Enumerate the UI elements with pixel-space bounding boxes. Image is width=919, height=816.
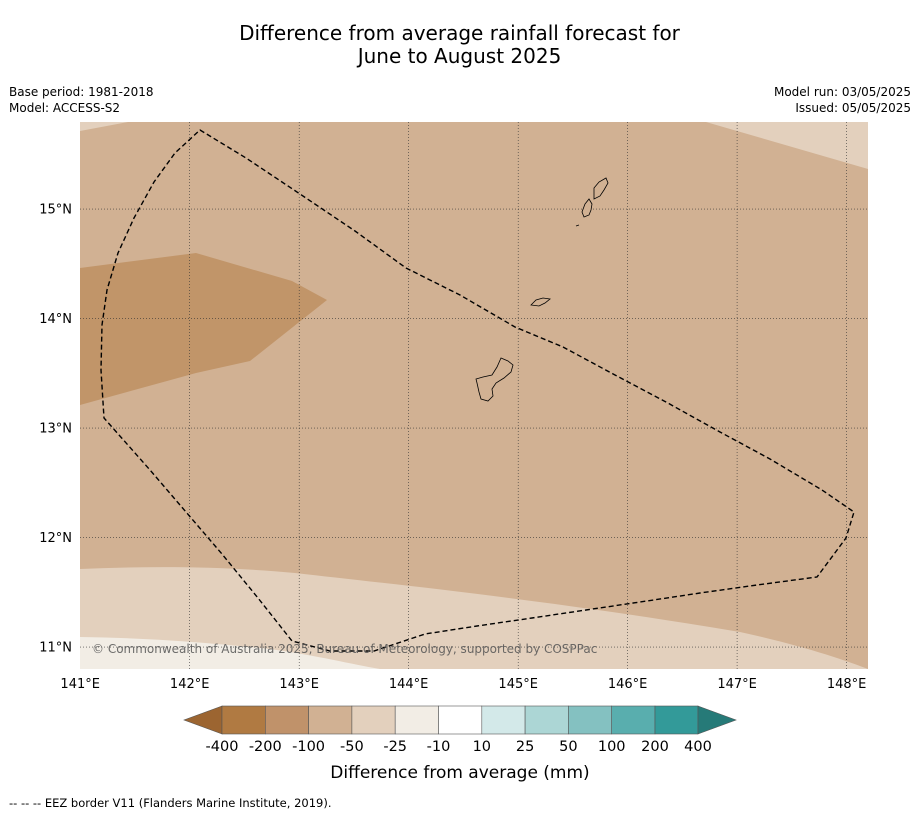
colorbar-cell (481, 705, 526, 735)
colorbar-cell (394, 705, 439, 735)
colorbar-tick-label: -200 (249, 739, 282, 755)
rainfall-field-south (80, 567, 868, 669)
colorbar-cell (351, 705, 396, 735)
islands (475, 177, 609, 402)
colorbar-cell (264, 705, 309, 735)
lat-label: 12°N (39, 531, 72, 546)
colorbar (183, 705, 737, 735)
colorbar-tick-label: 10 (473, 739, 491, 755)
copyright-text: © Commonwealth of Australia 2025, Bureau… (92, 642, 597, 656)
issued-label: Issued: 05/05/2025 (795, 101, 911, 115)
chart-title: Difference from average rainfall forecas… (0, 22, 919, 68)
rainfall-field-drier-wedge (80, 253, 327, 405)
colorbar-tick-labels: -400 -200 -100 -50 -25 -10 10 25 50 100 … (206, 739, 712, 755)
colorbar-cell (654, 705, 699, 735)
lon-label: 141°E (60, 677, 100, 692)
lon-label: 144°E (389, 677, 429, 692)
title-line-2: June to August 2025 (357, 44, 562, 68)
colorbar-tick-label: -10 (427, 739, 451, 755)
rainfall-field-nw-corner (80, 122, 128, 131)
rainfall-field-sw-pale (80, 637, 380, 669)
lat-label: 15°N (39, 203, 72, 218)
colorbar-tick-label: 100 (598, 739, 626, 755)
latitude-labels: 15°N 14°N 13°N 12°N 11°N (39, 203, 72, 656)
colorbar-cell (221, 705, 266, 735)
colorbar-tick-label: -100 (292, 739, 325, 755)
meta-info-right: Model run: 03/05/2025 Issued: 05/05/2025 (774, 84, 911, 116)
colorbar-cell (611, 705, 656, 735)
colorbar-cell (524, 705, 569, 735)
lat-label: 13°N (39, 422, 72, 437)
island-saipan (593, 177, 609, 200)
lon-label: 143°E (279, 677, 319, 692)
lon-label: 145°E (498, 677, 538, 692)
lon-label: 147°E (717, 677, 757, 692)
island-aguijan (575, 224, 580, 227)
island-guam (475, 357, 514, 402)
colorbar-cell (568, 705, 613, 735)
lat-label: 14°N (39, 312, 72, 327)
lon-label: 146°E (608, 677, 648, 692)
colorbar-title: Difference from average (mm) (330, 763, 589, 783)
colorbar-tick-label: -50 (340, 739, 364, 755)
colorbar-tick-label: -25 (383, 739, 407, 755)
colorbar-cell (308, 705, 353, 735)
rainfall-field-ne-corner (706, 122, 868, 169)
lat-label: 11°N (39, 641, 72, 656)
colorbar-cell (438, 705, 483, 735)
model-label: Model: ACCESS-S2 (9, 101, 121, 115)
island-tinian (581, 198, 593, 218)
model-run-label: Model run: 03/05/2025 (773, 85, 911, 99)
colorbar-low-extension (183, 705, 223, 735)
lon-label: 142°E (170, 677, 210, 692)
meta-info-left: Base period: 1981-2018 Model: ACCESS-S2 (9, 84, 154, 116)
longitude-labels: 141°E 142°E 143°E 144°E 145°E 146°E 147°… (60, 677, 866, 692)
title-line-1: Difference from average rainfall forecas… (239, 21, 680, 45)
colorbar-tick-label: -400 (206, 739, 239, 755)
island-rota (530, 297, 551, 307)
colorbar-high-extension (697, 705, 737, 735)
lon-label: 148°E (827, 677, 867, 692)
graticule (80, 122, 868, 669)
colorbar-tick-label: 25 (516, 739, 534, 755)
colorbar-tick-label: 400 (684, 739, 712, 755)
base-period-label: Base period: 1981-2018 (9, 85, 154, 99)
eez-footnote: -- -- -- EEZ border V11 (Flanders Marine… (9, 796, 332, 810)
colorbar-tick-label: 200 (641, 739, 669, 755)
eez-border (100, 129, 855, 652)
map-panel (80, 122, 868, 669)
colorbar-tick-label: 50 (559, 739, 577, 755)
